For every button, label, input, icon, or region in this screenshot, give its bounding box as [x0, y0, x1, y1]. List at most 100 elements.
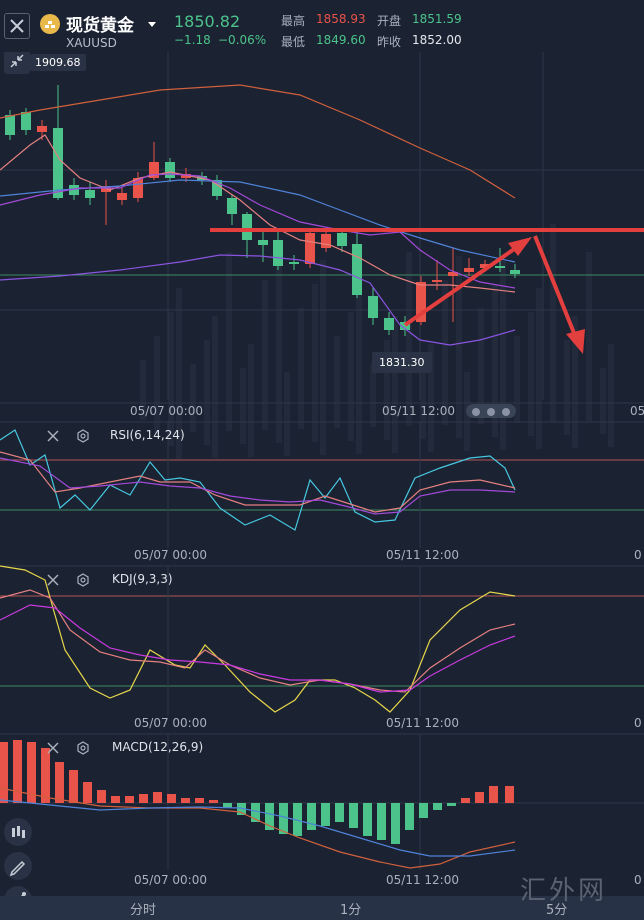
- open-value: 1851.59: [412, 12, 462, 26]
- decor-bar: [384, 340, 390, 440]
- decor-bar: [536, 288, 542, 449]
- time-axis-label: 05/07 00:00: [134, 548, 207, 562]
- price-change: −1.18: [174, 33, 211, 47]
- settings-icon[interactable]: [76, 572, 90, 591]
- caret-down-icon[interactable]: [147, 14, 157, 33]
- candle-body: [448, 272, 458, 276]
- macd-bar: [419, 803, 428, 818]
- macd-bar: [335, 803, 344, 822]
- macd-bar: [83, 782, 92, 803]
- low-label: 最低: [281, 35, 306, 49]
- macd-bar: [505, 786, 514, 803]
- macd-bar: [307, 803, 316, 830]
- decor-bar: [312, 284, 318, 442]
- close-icon[interactable]: [46, 572, 60, 591]
- instrument-title[interactable]: 现货黄金: [66, 16, 134, 36]
- tab-1min[interactable]: 1分: [340, 903, 362, 918]
- decor-bar: [492, 284, 498, 437]
- decor-bar: [248, 344, 254, 457]
- kdj-grid: [0, 566, 644, 735]
- macd-bar: [377, 803, 386, 840]
- close-icon[interactable]: [46, 428, 60, 447]
- candle-body: [5, 115, 15, 135]
- time-axis-label: 05: [630, 404, 644, 418]
- candle-body: [69, 185, 79, 195]
- macd-grid: [0, 734, 644, 870]
- kdj-line-k: [0, 589, 516, 693]
- candle-body: [368, 296, 378, 318]
- macd-bar: [223, 803, 232, 808]
- max-price-label: 1909.68: [30, 54, 86, 71]
- gold-coin-icon: [40, 14, 60, 34]
- decor-bar: [456, 256, 462, 438]
- candle-body: [289, 262, 299, 264]
- macd-bar: [447, 803, 456, 806]
- close-icon[interactable]: [46, 740, 60, 759]
- macd-dea-line: [0, 799, 516, 857]
- candle-body: [464, 268, 474, 272]
- decor-bar: [600, 368, 606, 434]
- pen-draw-icon[interactable]: [4, 852, 32, 880]
- rsi-title: RSI(6,14,24): [110, 428, 185, 442]
- time-axis-label: 05/11 12:00: [386, 548, 459, 562]
- macd-bar: [475, 792, 484, 803]
- close-icon[interactable]: [4, 13, 30, 39]
- macd-bar: [41, 748, 50, 803]
- candle-body: [352, 244, 362, 295]
- macd-title: MACD(12,26,9): [112, 740, 204, 754]
- collapse-arrows-icon[interactable]: [4, 48, 30, 74]
- more-dots-icon[interactable]: [466, 404, 516, 418]
- candle-body: [242, 214, 252, 240]
- macd-bar: [265, 803, 274, 830]
- macd-bar: [405, 803, 414, 830]
- candle-body: [337, 233, 347, 246]
- candle-body: [227, 198, 237, 214]
- time-axis-label: 05/07 00:00: [130, 404, 203, 418]
- ma-line-violet: [0, 254, 516, 346]
- rsi-line-6: [0, 429, 516, 531]
- time-axis-label: 0: [634, 716, 642, 730]
- tab-timeshare[interactable]: 分时: [130, 903, 157, 918]
- decor-bar: [564, 340, 570, 435]
- decor-bar: [356, 288, 362, 454]
- time-axis-label: 0: [634, 873, 642, 887]
- decor-bar: [478, 308, 484, 424]
- tab-5min[interactable]: 5分: [546, 903, 568, 918]
- settings-icon[interactable]: [76, 428, 90, 447]
- decor-bar: [608, 344, 614, 447]
- macd-bar: [195, 798, 204, 803]
- settings-icon[interactable]: [76, 740, 90, 759]
- candle-body: [321, 234, 331, 248]
- time-axis-label: 05/07 00:00: [134, 716, 207, 730]
- decor-bar: [262, 280, 268, 430]
- macd-bar: [461, 798, 470, 803]
- decor-bar: [140, 360, 146, 420]
- macd-bar: [349, 803, 358, 828]
- prev-close-label: 昨收: [377, 35, 402, 49]
- decor-bar: [370, 364, 376, 427]
- macd-bar: [279, 803, 288, 834]
- macd-bar: [293, 803, 302, 836]
- decor-bar: [442, 280, 448, 425]
- macd-bar: [321, 803, 330, 826]
- decor-bar: [240, 368, 246, 444]
- macd-bar: [125, 796, 134, 803]
- candle-body: [165, 162, 175, 178]
- candle-body: [510, 270, 520, 274]
- decor-bar: [334, 336, 340, 428]
- down-arrow-annotation: [533, 235, 585, 354]
- candle-body: [117, 193, 127, 200]
- candlestick-tool-icon[interactable]: [4, 818, 32, 846]
- decor-bar: [204, 340, 210, 445]
- kdj-line-d: [0, 604, 516, 693]
- candle-body: [416, 282, 426, 322]
- macd-bar: [433, 803, 442, 810]
- candle-body: [273, 240, 283, 266]
- decor-bar: [176, 288, 182, 459]
- candle-body: [149, 162, 159, 178]
- candle-body: [432, 280, 442, 282]
- decor-bar: [298, 308, 304, 429]
- macd-bar: [363, 803, 372, 836]
- candle-body: [212, 180, 222, 196]
